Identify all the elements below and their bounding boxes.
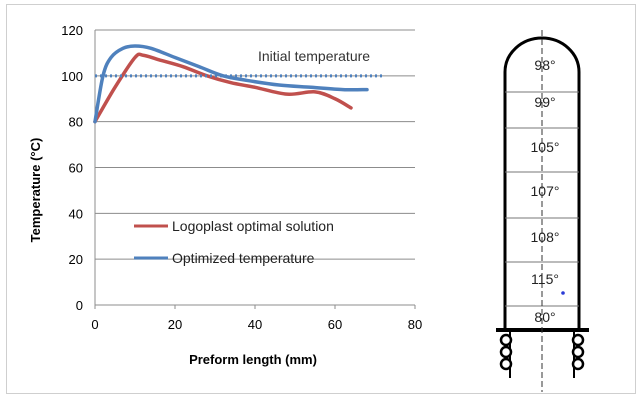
- x-tick-label: 0: [91, 317, 98, 332]
- legend-label-optimized: Optimized temperature: [172, 250, 315, 266]
- y-tick-label: 40: [69, 206, 83, 221]
- x-tick-label: 20: [168, 317, 182, 332]
- preform-zone-temperature: 99°: [534, 94, 555, 110]
- preform-zone-temperature: 108°: [531, 229, 560, 245]
- y-axis-label: Temperature (°C): [28, 138, 43, 243]
- y-tick-label: 80: [69, 115, 83, 130]
- thread-left: [499, 333, 513, 347]
- chart-labels: Preform length (mm) Temperature (°C) Ini…: [28, 48, 370, 367]
- y-tick-label: 20: [69, 252, 83, 267]
- series-optimized-line: [93, 44, 369, 124]
- thread-left: [499, 357, 513, 371]
- preform-zone-temperature: 107°: [531, 183, 560, 199]
- y-tick-label: 60: [69, 161, 83, 176]
- y-tick-label: 0: [76, 298, 83, 313]
- thread-left: [499, 345, 513, 359]
- series-lines: [93, 44, 383, 124]
- x-tick-label: 80: [408, 317, 422, 332]
- preform-zone-temperature: 98°: [534, 57, 555, 73]
- axes: 0 20 40 60 80 100 120 0 20 40 60 80: [61, 23, 422, 332]
- y-tick-label: 120: [61, 23, 83, 38]
- preform-marker-dot: [561, 291, 565, 295]
- thread-right: [571, 333, 585, 347]
- thread-right: [571, 357, 585, 371]
- preform-zone-temperature: 105°: [531, 139, 560, 155]
- legend-label-logoplast: Logoplast optimal solution: [172, 218, 334, 234]
- annotation-initial-temperature: Initial temperature: [258, 48, 370, 64]
- preform-zone-temperature: 80°: [534, 309, 555, 325]
- y-tick-label: 100: [61, 69, 83, 84]
- x-axis-label: Preform length (mm): [189, 352, 317, 367]
- thread-right: [571, 345, 585, 359]
- x-tick-label: 40: [248, 317, 262, 332]
- preform-zone-temperature: 115°: [531, 271, 559, 287]
- preform-diagram: 98° 99° 105° 107° 108° 115° 80°: [496, 30, 589, 392]
- preform-outline: [503, 36, 581, 330]
- x-tick-label: 60: [328, 317, 342, 332]
